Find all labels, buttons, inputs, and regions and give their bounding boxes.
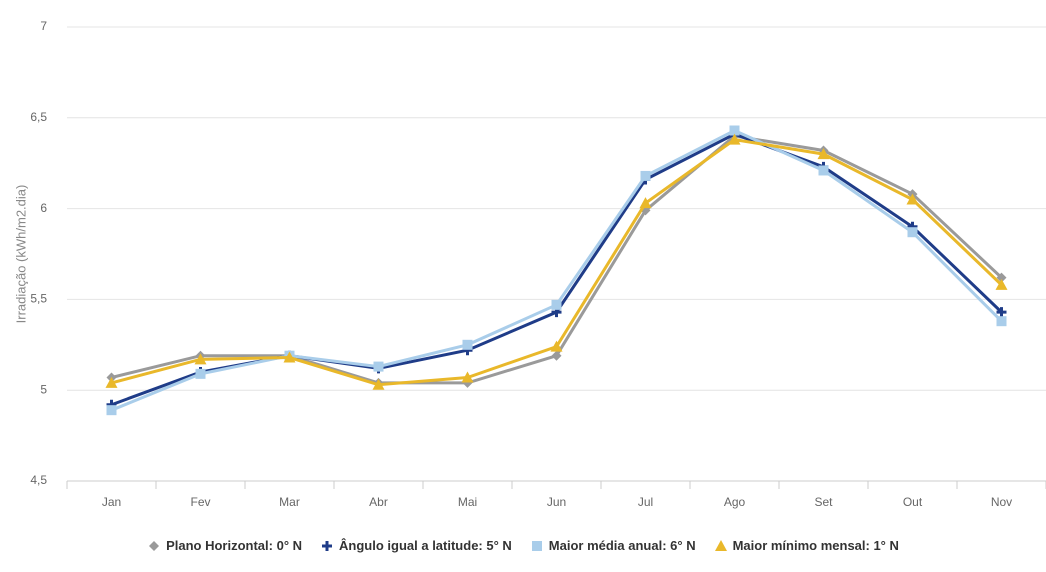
legend-label: Maior mínimo mensal: 1° N [732,538,899,553]
x-tick-label: Jul [638,495,653,509]
point [372,378,385,390]
point [639,197,652,209]
legend-label: Plano Horizontal: 0° N [166,538,303,553]
legend-marker [322,540,333,551]
legend-label: Ângulo igual a latitude: 5° N [339,538,512,553]
point [729,125,740,136]
legend-item[interactable]: Maior mínimo mensal: 1° N [714,538,899,553]
point [461,371,474,383]
legend-label: Maior média anual: 6° N [548,538,696,553]
x-tick-label: Jan [102,495,121,509]
x-tick-label: Ago [724,495,746,509]
y-tick-label: 7 [40,19,47,33]
point [551,299,562,310]
legend-marker [149,540,160,551]
y-tick-label: 5,5 [30,292,47,306]
point [105,376,118,388]
y-tick-label: 4,5 [30,473,47,487]
legend-symbol [531,540,542,551]
point [106,405,117,416]
x-tick-label: Jun [547,495,566,509]
legend-symbol [714,539,727,551]
x-tick-label: Out [903,495,923,509]
point [194,353,207,365]
y-tick-label: 6,5 [30,110,47,124]
legend-symbol [322,540,333,551]
x-tick-label: Abr [369,495,388,509]
point [817,148,830,160]
legend-marker [531,540,542,551]
point [996,307,1007,318]
legend-item[interactable]: Plano Horizontal: 0° N [147,538,302,553]
y-tick-label: 5 [40,382,47,396]
point [818,165,829,176]
legend-marker [714,539,727,551]
x-tick-label: Set [814,495,833,509]
point [996,272,1007,283]
x-tick-label: Mai [458,495,477,509]
point [640,170,651,181]
point [728,133,741,145]
legend-symbol [149,540,160,551]
legend-item[interactable]: Ângulo igual a latitude: 5° N [320,538,512,553]
point [907,227,918,238]
legend: Plano Horizontal: 0° N Ângulo igual a lat… [0,538,1046,553]
y-tick-label: 6 [40,201,47,215]
point [995,278,1008,290]
point [195,368,206,379]
legend-item[interactable]: Maior média anual: 6° N [530,538,696,553]
point [462,339,473,350]
point [550,340,563,352]
point [551,350,562,361]
point [283,351,296,363]
y-axis-label: Irradiação (kWh/m2.dia) [13,185,28,324]
point [996,316,1007,327]
x-tick-label: Fev [190,495,210,509]
x-tick-label: Nov [991,495,1012,509]
point [373,361,384,372]
point [906,193,919,205]
x-tick-label: Mar [279,495,300,509]
